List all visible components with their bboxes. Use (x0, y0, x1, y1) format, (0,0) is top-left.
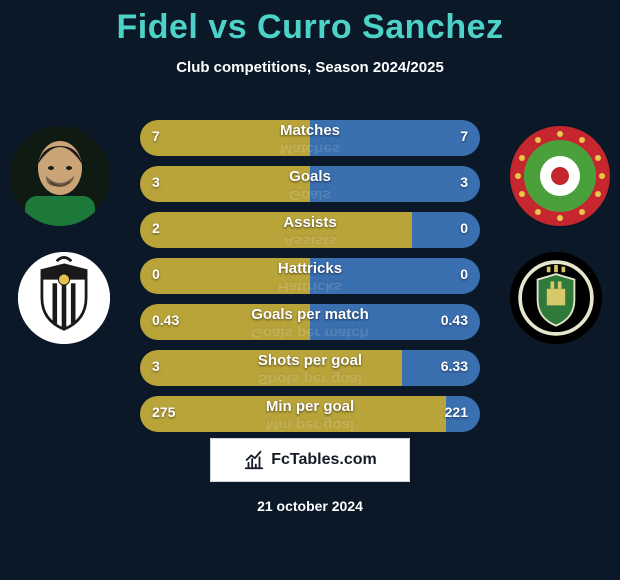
player-left-avatar (10, 126, 110, 226)
crest-green-icon (510, 252, 602, 344)
row-label: AssistsAssists (140, 214, 480, 231)
row-label: Shots per goalShots per goal (140, 352, 480, 369)
row-hattricks: 0 0 HattricksHattricks (140, 258, 480, 294)
crest-icon (510, 126, 610, 226)
row-min-per-goal: 275 221 Min per goalMin per goal (140, 396, 480, 432)
player-right-avatar (510, 126, 610, 226)
row-goals: 3 3 GoalsGoals (140, 166, 480, 202)
row-label: HattricksHattricks (140, 260, 480, 277)
club-right-crest (510, 252, 602, 344)
brand-box[interactable]: FcTables.com (210, 438, 410, 482)
club-left-crest (18, 252, 110, 344)
footer-date: 21 october 2024 (0, 498, 620, 514)
row-goals-per-match: 0.43 0.43 Goals per matchGoals per match (140, 304, 480, 340)
headshot-icon (10, 126, 110, 226)
page-subtitle: Club competitions, Season 2024/2025 (0, 59, 620, 76)
row-label: GoalsGoals (140, 168, 480, 185)
row-matches: 7 7 MatchesMatches (140, 120, 480, 156)
row-label: Min per goalMin per goal (140, 398, 480, 415)
row-assists: 2 0 AssistsAssists (140, 212, 480, 248)
shield-icon (18, 252, 110, 344)
chart-icon (243, 449, 265, 471)
page-title: Fidel vs Curro Sanchez (0, 0, 620, 47)
row-shots-per-goal: 3 6.33 Shots per goalShots per goal (140, 350, 480, 386)
row-label: Goals per matchGoals per match (140, 306, 480, 323)
comparison-bars: 7 7 MatchesMatches 3 3 GoalsGoals 2 0 As… (140, 120, 480, 442)
brand-text: FcTables.com (271, 451, 377, 469)
row-label: MatchesMatches (140, 122, 480, 139)
